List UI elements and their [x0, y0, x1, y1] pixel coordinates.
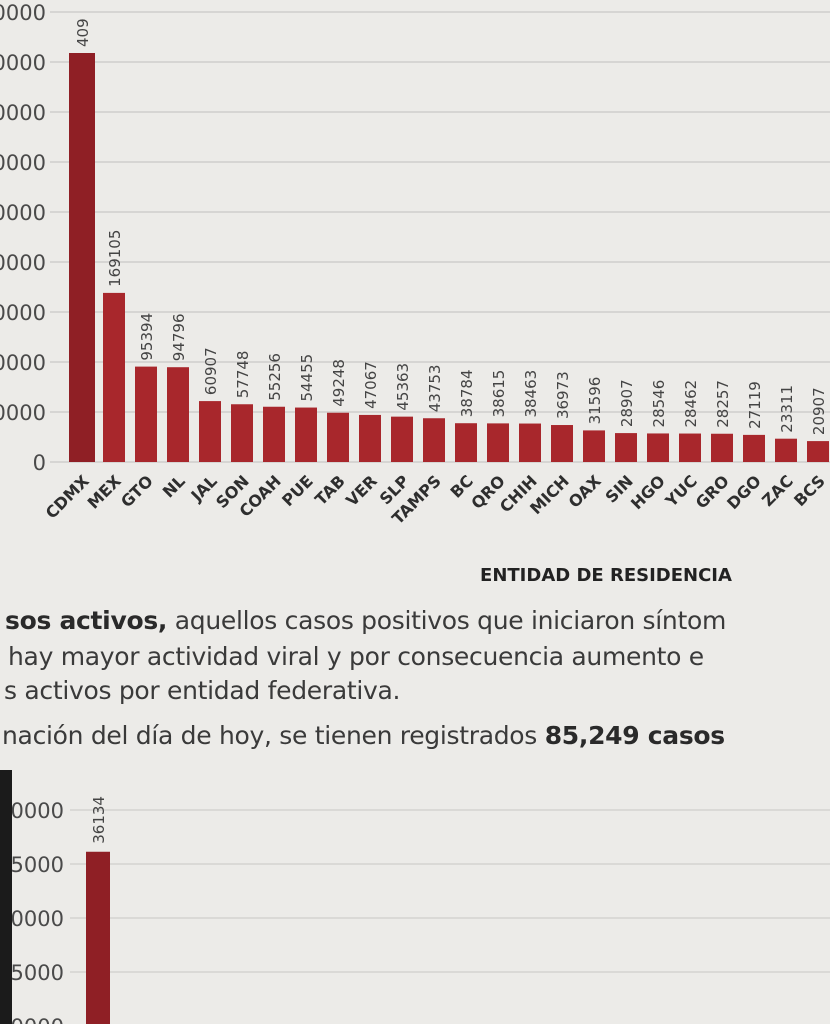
paragraph-line-2: hay mayor actividad viral y por consecue… — [8, 642, 704, 671]
x-tick-label: NL — [159, 471, 189, 501]
bold-text: sos activos, — [5, 606, 168, 635]
value-label: 47067 — [362, 361, 380, 409]
value-label: 20907 — [810, 387, 828, 435]
paragraph-line-1: sos activos, aquellos casos positivos qu… — [5, 606, 726, 635]
value-label: 31596 — [586, 377, 604, 425]
x-tick-label: HGO — [627, 471, 669, 513]
x-tick-label: BCS — [790, 471, 829, 510]
x-tick-label: VER — [342, 471, 381, 510]
bar-yuc — [679, 433, 701, 462]
paragraph-line-3: s activos por entidad federativa. — [4, 676, 401, 705]
x-tick-label: PUE — [278, 471, 317, 510]
value-label: 36134 — [90, 796, 108, 844]
x-axis-title: ENTIDAD DE RESIDENCIA — [480, 565, 732, 586]
x-tick-label: YUC — [661, 471, 701, 511]
value-label: 169105 — [106, 230, 124, 287]
bold-text: 85,249 casos — [544, 721, 726, 750]
bar-mich — [551, 425, 573, 462]
bar-pue — [295, 407, 317, 462]
bar-sin — [615, 433, 637, 462]
text: aquellos casos positivos que iniciaron s… — [167, 606, 727, 635]
value-label: 60907 — [202, 347, 220, 395]
bar-tamps — [423, 418, 445, 462]
value-label: 409 — [74, 18, 92, 47]
x-tick-label: OAX — [565, 471, 606, 512]
y-tick-label: 100000 — [0, 351, 46, 375]
value-label: 95394 — [138, 313, 156, 361]
y-tick-label: 0 — [33, 451, 46, 475]
bar-qro — [487, 423, 509, 462]
bar-oax — [583, 430, 605, 462]
value-label: 28546 — [650, 380, 668, 428]
y-tick-label: 200000 — [0, 251, 46, 275]
bar-coah — [263, 406, 285, 462]
x-tick-label: ZAC — [758, 471, 797, 510]
x-tick-label: GTO — [117, 471, 157, 511]
bar-tab — [327, 412, 349, 462]
bar-bc — [455, 423, 477, 462]
value-label: 54455 — [298, 354, 316, 402]
bar-dgo — [743, 434, 765, 462]
value-label: 38463 — [522, 370, 540, 418]
bar-nl — [167, 367, 189, 462]
bar-bcs — [807, 441, 829, 462]
y-tick-label: 350000 — [0, 101, 46, 125]
value-label: 38784 — [458, 369, 476, 417]
bar-gto — [135, 366, 157, 462]
value-label: 28907 — [618, 379, 636, 427]
bar-gro — [711, 433, 733, 462]
y-tick-label: 450000 — [0, 1, 46, 25]
text: nación del día de hoy, se tienen registr… — [2, 721, 545, 750]
bar-hgo — [647, 433, 669, 462]
value-label: 28462 — [682, 380, 700, 428]
bar-mex — [103, 292, 125, 462]
bar-zac — [775, 438, 797, 462]
value-label: 27119 — [746, 381, 764, 429]
value-label: 36973 — [554, 371, 572, 419]
y-tick-label: 250000 — [0, 201, 46, 225]
paragraph-line-4: nación del día de hoy, se tienen registr… — [2, 721, 725, 750]
active-cases-by-state-chart: 0 50000 100000 150000 200000 250000 300000 3500… — [0, 1, 830, 586]
x-tick-label: MEX — [84, 471, 126, 513]
value-label: 38615 — [490, 370, 508, 418]
x-tick-label: TAB — [311, 471, 349, 509]
x-tick-label: DGO — [723, 471, 765, 513]
bar-cdmx — [69, 53, 95, 462]
y-tick-label: 300000 — [0, 151, 46, 175]
value-label: 43753 — [426, 365, 444, 413]
y-tick-label: 150000 — [0, 301, 46, 325]
bar-slp — [391, 416, 413, 462]
bar-ver — [359, 414, 381, 462]
value-label: 45363 — [394, 363, 412, 411]
value-label: 57748 — [234, 351, 252, 399]
value-label: 28257 — [714, 380, 732, 428]
value-label: 94796 — [170, 313, 188, 361]
x-tick-label: GRO — [692, 471, 733, 512]
y-tick-label: 50000 — [0, 401, 46, 425]
bar-chih — [519, 423, 541, 462]
screen-bezel — [0, 770, 12, 1024]
value-label: 49248 — [330, 359, 348, 407]
value-label: 55256 — [266, 353, 284, 401]
y-tick-label: 400000 — [0, 51, 46, 75]
bar-son — [231, 404, 253, 462]
bar-cdmx — [86, 851, 110, 1024]
bar-jal — [199, 401, 221, 462]
value-label: 23311 — [778, 385, 796, 433]
